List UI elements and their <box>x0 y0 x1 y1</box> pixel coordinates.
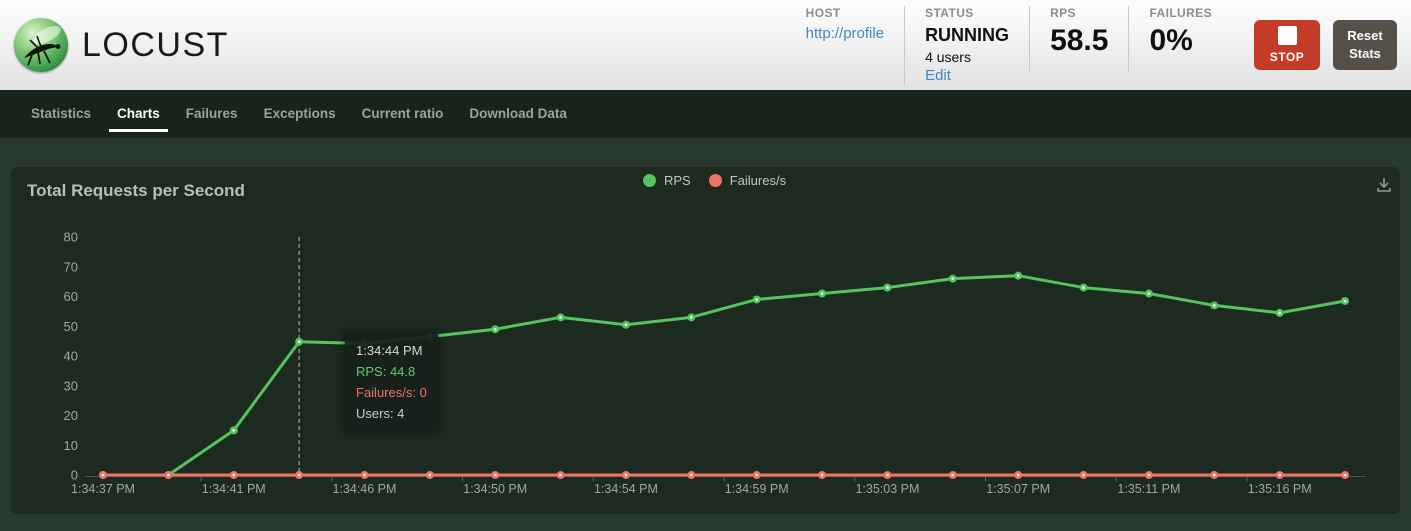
stop-button-label: STOP <box>1269 50 1305 64</box>
host-link[interactable]: http://profile <box>805 24 885 42</box>
failures-value: 0% <box>1149 23 1193 57</box>
legend-failures-label: Failures/s <box>729 173 787 188</box>
status-label: STATUS <box>925 5 974 20</box>
rps-label: RPS <box>1050 5 1076 20</box>
tooltip-rps: RPS: 44.8 <box>356 364 416 380</box>
rps-block: RPS 58.5 <box>1029 5 1128 72</box>
rps-value: 58.5 <box>1050 23 1109 57</box>
app-header: LOCUST HOST http://profile STATUS RUNNIN… <box>0 0 1411 90</box>
locust-logo: LOCUST <box>14 18 229 72</box>
chart-title: Total Requests per Second <box>27 181 245 200</box>
tooltip-users: Users: 4 <box>356 406 405 422</box>
tab-current-ratio[interactable]: Current ratio <box>361 106 444 121</box>
rps-legend-dot-icon <box>643 174 656 187</box>
chart-tooltip: 1:34:44 PM RPS: 44.8 Failures/s: 0 Users… <box>345 332 438 433</box>
stop-button[interactable]: STOP <box>1254 20 1320 70</box>
legend-rps-label: RPS <box>664 173 691 188</box>
tab-statistics[interactable]: Statistics <box>31 106 92 121</box>
stop-square-icon <box>1277 26 1297 45</box>
status-block: STATUS RUNNING 4 users Edit <box>904 5 1029 85</box>
edit-users-link[interactable]: Edit <box>925 66 951 84</box>
legend-item-failures[interactable]: Failures/s <box>708 173 787 188</box>
logo-text: LOCUST <box>82 25 229 64</box>
failures-label: FAILURES <box>1149 5 1212 20</box>
rps-chart-panel: Total Requests per Second RPS Failures/s <box>11 167 1400 514</box>
reset-stats-button[interactable]: Reset Stats <box>1333 20 1397 70</box>
main-nav: Statistics Charts Failures Exceptions Cu… <box>0 90 1411 138</box>
download-icon[interactable] <box>1374 175 1394 195</box>
tooltip-time: 1:34:44 PM <box>356 343 423 358</box>
host-label: HOST <box>805 5 841 20</box>
locust-insect-icon <box>14 18 68 72</box>
status-value: RUNNING <box>925 24 1010 45</box>
failures-block: FAILURES 0% <box>1128 5 1232 72</box>
legend-item-rps[interactable]: RPS <box>643 173 691 188</box>
user-count: 4 users <box>925 48 971 65</box>
failures-legend-dot-icon <box>708 174 722 187</box>
tab-charts[interactable]: Charts <box>104 90 173 138</box>
header-buttons: STOP Reset Stats <box>1254 20 1397 70</box>
header-stats: HOST http://profile STATUS RUNNING 4 use… <box>786 5 1232 85</box>
tooltip-failures: Failures/s: 0 <box>356 385 427 401</box>
chart-legend: RPS Failures/s <box>643 173 786 188</box>
tab-download-data[interactable]: Download Data <box>469 106 567 121</box>
host-block: HOST http://profile <box>786 6 904 72</box>
tab-failures[interactable]: Failures <box>185 106 238 121</box>
tab-exceptions[interactable]: Exceptions <box>263 106 336 121</box>
